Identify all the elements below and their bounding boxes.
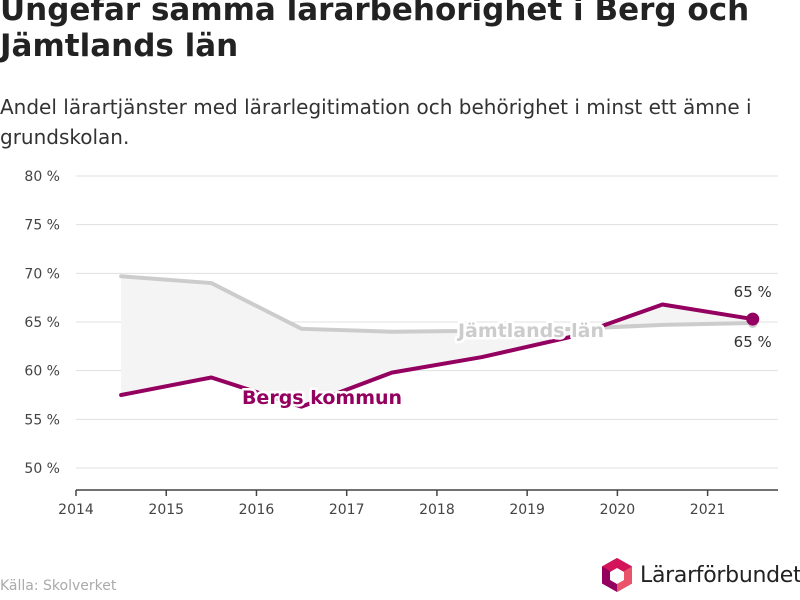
y-tick-label: 70 % <box>24 266 60 282</box>
x-tick-label: 2018 <box>419 502 455 518</box>
x-tick-label: 2015 <box>148 502 184 518</box>
x-tick-label: 2020 <box>600 502 636 518</box>
series-line-berg <box>119 302 755 409</box>
band-between-series <box>121 276 753 407</box>
source-note: Källa: Skolverket <box>0 578 117 594</box>
series-label-berg: Bergs kommun <box>242 387 402 409</box>
series-line-jamtland <box>119 274 755 334</box>
end-label-jamtland: 65 % <box>734 333 772 351</box>
chart-subtitle: Andel lärartjänster med lärarlegitimatio… <box>0 95 752 149</box>
x-tick-label: 2019 <box>509 502 545 518</box>
x-tick-label: 2016 <box>239 502 275 518</box>
x-tick-label: 2021 <box>690 502 726 518</box>
series-label-jamtland: Jämtlands län <box>456 320 604 342</box>
chart-title: Ungefär samma lärarbehörighet i Berg och… <box>0 0 750 64</box>
y-tick-label: 65 % <box>24 315 60 331</box>
y-tick-label: 60 % <box>24 364 60 380</box>
y-tick-label: 50 % <box>24 461 60 477</box>
end-label-berg: 65 % <box>734 283 772 301</box>
x-tick-label: 2017 <box>329 502 365 518</box>
brand-logo-icon <box>602 558 632 592</box>
brand-logo-text: Lärarförbundet <box>640 562 800 588</box>
y-tick-label: 55 % <box>24 412 60 428</box>
y-tick-label: 75 % <box>24 218 60 234</box>
y-tick-label: 80 % <box>24 169 60 185</box>
x-tick-label: 2014 <box>58 502 94 518</box>
end-marker-berg <box>746 312 760 326</box>
brand-logo: Lärarförbundet <box>600 556 800 594</box>
